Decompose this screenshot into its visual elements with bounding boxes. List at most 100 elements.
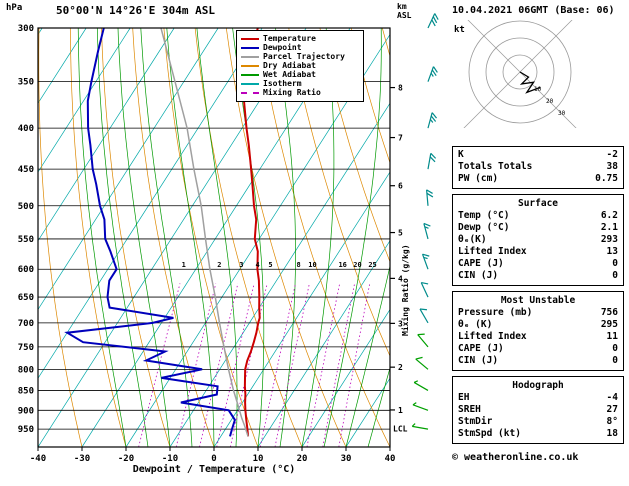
wind-barb-feather [424,226,429,229]
stat-value: 38 [606,161,618,172]
legend-item-label: Dry Adiabat [263,61,316,70]
wind-barb-feather [431,69,437,77]
isotherm-line [38,28,263,379]
pressure-tick-label: 450 [18,165,34,175]
wind-barb-feather [419,308,428,311]
temp-tick-label: 0 [211,454,216,464]
legend-item: Dry Adiabat [241,62,359,70]
pressure-tick-label: 500 [18,202,34,212]
wind-barb-feather [431,112,438,119]
legend-item-label: Parcel Trajectory [263,52,345,61]
stat-value: 8° [606,416,618,427]
km-tick-label: 5 [398,229,403,238]
stat-row: CIN (J) 0 [458,355,618,367]
stat-value: 6.2 [600,210,618,221]
parcel-curve [160,28,249,437]
km-tick-label: 4 [398,274,403,283]
wind-barb-feather [430,152,437,159]
stat-value: 0.75 [595,173,618,184]
mixing-ratio-value-label: 10 [308,261,316,269]
wind-barb [427,153,432,170]
dry-adiabat-line [319,28,390,263]
mixing-ratio-line [322,283,355,447]
wind-barb-feather [430,72,434,77]
temp-tick-label: -40 [30,454,46,464]
dry-adiabat-line [69,28,127,447]
stat-value: 0 [612,343,618,354]
wind-barb-feather [426,189,433,194]
hodograph-ring-label: 20 [546,98,554,105]
hodograph-ring-label: 30 [558,110,566,117]
altitude-unit-asl: ASL [397,11,412,20]
pressure-tick-label: 700 [18,319,34,329]
legend-line-sample [241,65,259,67]
stat-label: EH [458,392,470,403]
stat-label: Pressure (mb) [458,307,533,318]
mixing-ratio-value-label: 8 [297,261,301,269]
temp-tick-label: 10 [253,454,264,464]
km-tick-label: 3 [398,319,403,328]
legend-item: Wet Adiabat [241,71,359,79]
hodograph-ring [468,20,572,124]
isotherm-line [213,171,390,447]
surface-title: Surface [517,198,559,209]
stat-label: SREH [458,404,481,415]
pressure-unit-label: hPa [6,3,23,13]
dry-adiabat-line [101,28,171,447]
temperature-curve [242,28,261,437]
stat-row: CIN (J) 0 [458,270,618,282]
indices-box: K -2 Totals Totals 38 PW (cm) 0.75 [452,146,624,189]
stat-label: Lifted Index [458,246,527,257]
stat-row: Temp (°C) 6.2 [458,210,618,222]
hodograph-stats-title: Hodograph [512,380,564,391]
wind-barb-feather [429,119,434,123]
stat-value: 18 [606,428,618,439]
mixing-ratio-value-label: 25 [368,261,376,269]
wind-barb [412,404,429,411]
temp-tick-label: -30 [74,454,90,464]
stats-panel: K -2 Totals Totals 38 PW (cm) 0.75 Surface Te… [452,146,624,444]
wind-barb-feather [434,13,439,20]
stat-label: PW (cm) [458,173,499,184]
wind-barb [412,425,429,430]
wind-barb [420,282,429,298]
pressure-tick-label: 900 [18,406,34,416]
stat-label: StmDir [458,416,493,427]
station-title: 50°00'N 14°26'E 304m ASL [56,4,215,17]
legend-item: Parcel Trajectory [241,53,359,61]
wind-barb-feather [430,115,437,122]
legend-line-sample [241,56,259,58]
wind-barb [427,13,436,29]
mixing-ratio-value-label: 1 [182,261,186,269]
hodograph-ring [485,37,555,107]
km-tick-label: 1 [398,406,403,415]
surface-box: Surface Temp (°C) 6.2 Dewp (°C) 2.1 θₑ(K) 293… [452,194,624,286]
mixing-ratio-value-label: 2 [217,261,221,269]
pressure-tick-label: 850 [18,386,34,396]
legend-item-label: Wet Adiabat [263,70,316,79]
stat-value: 293 [600,234,618,245]
stat-value: 0 [612,355,618,366]
wind-barb-feather [429,156,436,163]
isotherm-line [301,308,390,447]
wind-barb-feather [421,281,429,285]
legend-line-sample [241,92,259,94]
hodograph-stats-box: Hodograph EH -4 SREH 27 StmDir 8° StmSpd (kt) 1… [452,376,624,444]
wind-barb [427,66,435,82]
stat-label: θₑ(K) [458,234,487,245]
legend-item: Isotherm [241,80,359,88]
copyright: © weatheronline.co.uk [452,452,579,463]
mixing-ratio-value-label: 20 [353,261,361,269]
stat-row: Lifted Index 13 [458,246,618,258]
mixing-ratio-value-label: 4 [255,261,259,269]
wind-barb-feather [426,192,434,198]
mixing-ratio-line [338,283,371,447]
hodograph-trace [519,71,541,94]
hodograph-ring [502,54,538,90]
mixing-ratio-value-label: 16 [338,261,346,269]
legend-item: Dewpoint [241,44,359,52]
temp-tick-label: -10 [162,454,178,464]
legend-item-label: Mixing Ratio [263,88,321,97]
wet-adiabat-line [367,366,390,447]
legend-item-label: Isotherm [263,79,302,88]
